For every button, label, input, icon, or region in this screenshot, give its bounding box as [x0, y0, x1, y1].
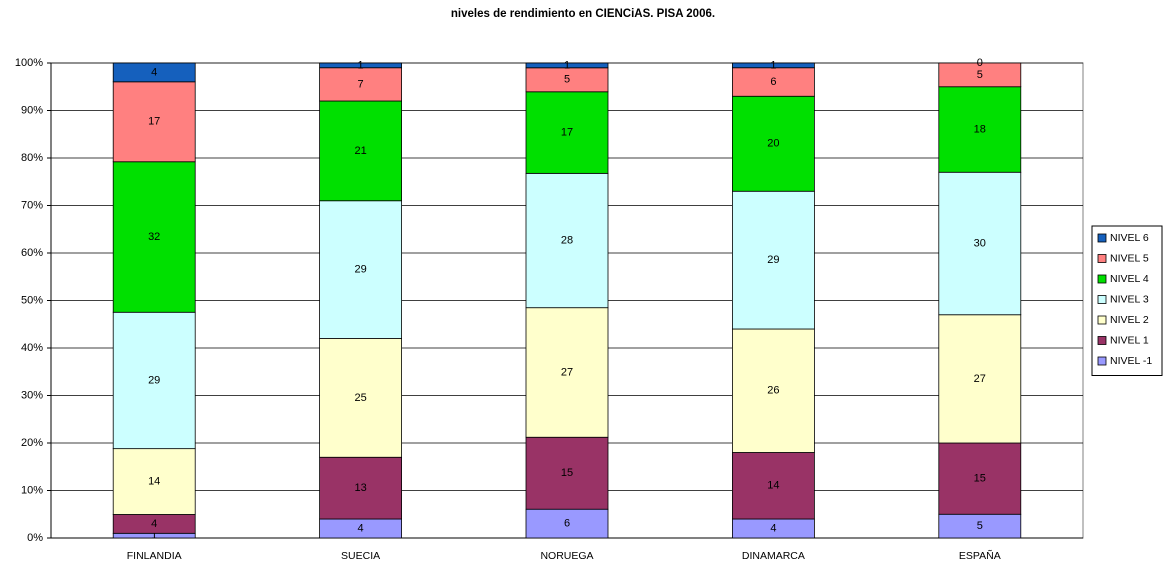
data-label: 18 [974, 123, 986, 135]
y-tick-label: 0% [27, 532, 43, 544]
data-label: 4 [770, 522, 776, 534]
data-label: 1 [151, 530, 157, 542]
x-tick-label: DINAMARCA [742, 550, 805, 562]
legend-swatch [1097, 315, 1107, 325]
y-tick-label: 90% [21, 104, 43, 116]
bar-segment [732, 328, 815, 453]
bar-segment [525, 62, 609, 69]
legend-label: NIVEL -1 [1110, 355, 1152, 367]
data-label: 17 [561, 126, 573, 138]
legend-label: NIVEL 6 [1110, 232, 1149, 244]
bar-segment [938, 314, 1022, 444]
legend-swatch [1097, 356, 1107, 366]
data-label: 30 [974, 237, 986, 249]
bar-segment [732, 95, 815, 192]
bar-segment [525, 508, 609, 539]
y-tick-label: 30% [21, 389, 43, 401]
data-label: 1 [358, 59, 364, 71]
data-label: 5 [564, 74, 570, 86]
y-tick-label: 40% [21, 342, 43, 354]
bar-segment [938, 442, 1022, 515]
y-tick-label: 70% [21, 199, 43, 211]
bar-segment [112, 81, 196, 163]
y-tick-label: 50% [21, 294, 43, 306]
y-tick-label: 60% [21, 247, 43, 259]
legend-swatch [1097, 336, 1107, 345]
data-label: 4 [151, 66, 157, 78]
bar-segment [112, 161, 196, 313]
bar-segment [319, 200, 403, 339]
bar-segment [732, 67, 815, 97]
data-label: 26 [767, 385, 779, 397]
legend-swatch [1097, 233, 1107, 243]
bar-segment [732, 190, 815, 330]
bar-segment [112, 62, 196, 83]
bar-segment [112, 448, 196, 515]
data-label: 6 [564, 518, 570, 530]
data-label: 0 [977, 57, 983, 69]
legend-label: NIVEL 5 [1110, 252, 1149, 264]
bar-segment [938, 86, 1022, 173]
x-tick-label: SUECIA [341, 550, 380, 562]
legend-label: NIVEL 2 [1110, 314, 1149, 326]
bar-segment [525, 172, 609, 309]
y-tick-label: 20% [21, 437, 43, 449]
data-label: 21 [354, 145, 366, 157]
data-label: 14 [148, 475, 160, 487]
bar-segment [525, 307, 609, 438]
legend-label: NIVEL 1 [1110, 334, 1149, 346]
data-label: 29 [767, 254, 779, 266]
y-tick-label: 100% [15, 57, 43, 69]
bar-segment [938, 62, 1022, 88]
bar-segment [525, 436, 609, 510]
data-label: 7 [358, 78, 364, 90]
data-label: 5 [977, 69, 983, 81]
bar-segment [732, 62, 815, 69]
data-label: 14 [767, 480, 779, 492]
data-label: 4 [151, 518, 157, 530]
data-label: 27 [561, 366, 573, 378]
legend-swatch [1097, 274, 1107, 284]
y-tick-label: 80% [21, 152, 43, 164]
data-label: 15 [974, 473, 986, 485]
data-label: 28 [561, 234, 573, 246]
bar-segment [732, 452, 815, 520]
bar-segment [112, 311, 196, 450]
bar-segment [938, 171, 1022, 316]
legend-label: NIVEL 4 [1110, 273, 1149, 285]
bar-segment [525, 91, 609, 174]
data-label: 1 [770, 59, 776, 71]
bar-segment [319, 338, 403, 458]
data-label: 29 [354, 264, 366, 276]
legend-swatch [1097, 295, 1107, 304]
data-label: 20 [767, 138, 779, 150]
x-tick-label: ESPAÑA [959, 549, 1001, 562]
data-label: 4 [358, 522, 364, 534]
data-label: 5 [977, 520, 983, 532]
data-label: 27 [974, 373, 986, 385]
data-label: 13 [354, 482, 366, 494]
data-label: 6 [770, 76, 776, 88]
data-label: 32 [148, 231, 160, 243]
data-label: 29 [148, 374, 160, 386]
bar-segment [319, 100, 403, 202]
data-label: 25 [354, 392, 366, 404]
bar-segment [319, 62, 403, 69]
data-label: 15 [561, 467, 573, 479]
bar-segment [319, 456, 403, 520]
bar-segment [319, 67, 403, 102]
x-tick-label: NORUEGA [540, 550, 593, 562]
y-tick-label: 10% [21, 484, 43, 496]
legend-label: NIVEL 3 [1110, 293, 1149, 305]
data-label: 1 [564, 59, 570, 71]
x-tick-label: FINLANDIA [127, 550, 182, 562]
legend-swatch [1097, 254, 1107, 263]
chart-title: niveles de rendimiento en CIENCiAS. PISA… [451, 8, 715, 20]
data-label: 17 [148, 116, 160, 128]
